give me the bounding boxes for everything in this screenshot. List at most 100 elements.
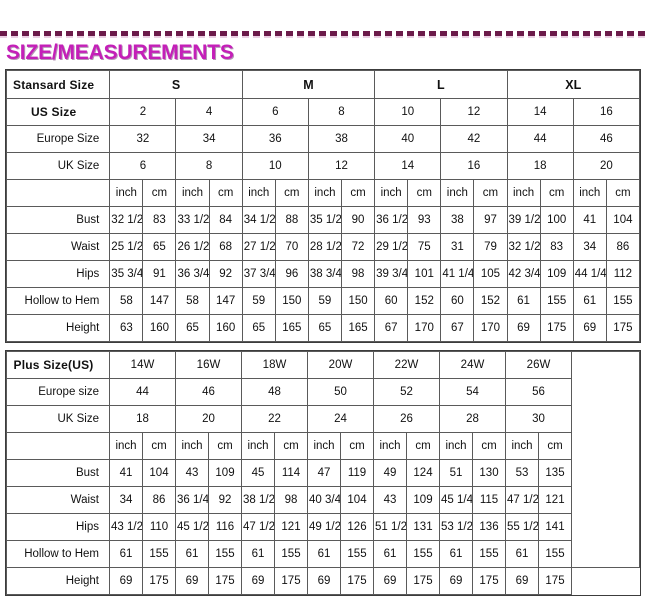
measurement-label: Hips bbox=[6, 513, 110, 541]
measurement-value: 121 bbox=[538, 486, 572, 514]
measurement-value: 175 bbox=[472, 567, 506, 595]
measurement-value: 37 3/4 bbox=[241, 260, 276, 288]
unit-label: inch bbox=[307, 432, 341, 460]
size-value: 50 bbox=[307, 378, 374, 406]
plus-size-value: 20W bbox=[307, 351, 374, 379]
table-row: Height 69 175 69 175 69 175 69 175 69 175 69 175 69 17… bbox=[6, 567, 640, 595]
plus-size-table-wrapper: Plus Size(US) 14W 16W 18W 20W 22W 24W 26W Europe… bbox=[5, 350, 641, 596]
size-value: 42 bbox=[440, 125, 508, 153]
measurement-value: 34 bbox=[109, 486, 143, 514]
measurement-value: 60 bbox=[374, 287, 409, 315]
row-label: Europe Size bbox=[5, 125, 111, 153]
unit-label: cm bbox=[406, 432, 440, 460]
measurement-value: 79 bbox=[473, 233, 508, 261]
measurement-value: 61 bbox=[175, 540, 209, 568]
size-value: 56 bbox=[505, 378, 572, 406]
measurement-value: 32 1/2 bbox=[109, 206, 144, 234]
measurement-value: 60 bbox=[440, 287, 475, 315]
table-row: Plus Size(US) 14W 16W 18W 20W 22W 24W 26W bbox=[6, 351, 640, 568]
size-value: 10 bbox=[241, 152, 309, 180]
size-value: 40 bbox=[374, 125, 442, 153]
unit-label: inch bbox=[175, 432, 209, 460]
size-value: 22 bbox=[241, 405, 308, 433]
measurement-value: 61 bbox=[109, 540, 143, 568]
size-group-m: M bbox=[241, 70, 376, 99]
measurement-value: 27 1/2 bbox=[241, 233, 276, 261]
size-value: 44 bbox=[506, 125, 574, 153]
measurement-value: 104 bbox=[142, 459, 176, 487]
size-group-s: S bbox=[109, 70, 243, 99]
measurement-value: 65 bbox=[241, 314, 276, 342]
plus-size-value: 22W bbox=[373, 351, 440, 379]
measurement-value: 104 bbox=[605, 206, 641, 234]
measurement-value: 65 bbox=[142, 233, 177, 261]
measurement-value: 92 bbox=[208, 260, 243, 288]
table-row: US Size 2 4 6 8 10 12 14 16 bbox=[5, 98, 641, 126]
measurement-value: 160 bbox=[142, 314, 177, 342]
measurement-value: 135 bbox=[538, 459, 572, 487]
measurement-value: 65 bbox=[307, 314, 342, 342]
measurement-value: 131 bbox=[406, 513, 440, 541]
measurement-value: 61 bbox=[506, 287, 541, 315]
plus-size-table: Plus Size(US) 14W 16W 18W 20W 22W 24W 26W Europe… bbox=[5, 350, 641, 596]
measurement-value: 175 bbox=[538, 567, 572, 595]
size-value: 14 bbox=[506, 98, 574, 126]
measurement-value: 34 bbox=[572, 233, 607, 261]
measurement-value: 91 bbox=[142, 260, 177, 288]
size-value: 24 bbox=[307, 405, 374, 433]
standard-size-table-wrapper: Stansard Size S M L XL US Size 2 4 6 8 10 12 14 16 Eur… bbox=[5, 69, 641, 343]
measurement-value: 147 bbox=[142, 287, 177, 315]
measurement-value: 26 1/2 bbox=[175, 233, 210, 261]
row-label: UK Size bbox=[6, 405, 110, 433]
measurement-value: 105 bbox=[473, 260, 508, 288]
plus-size-header-label: Plus Size(US) bbox=[6, 351, 110, 379]
size-value: 4 bbox=[175, 98, 243, 126]
measurement-value: 165 bbox=[340, 314, 376, 342]
measurement-label: Waist bbox=[5, 233, 111, 261]
measurement-value: 58 bbox=[175, 287, 210, 315]
measurement-value: 114 bbox=[274, 459, 308, 487]
measurement-value: 155 bbox=[539, 287, 574, 315]
unit-label: inch bbox=[307, 179, 342, 207]
measurement-value: 69 bbox=[175, 567, 209, 595]
measurement-value: 88 bbox=[274, 206, 309, 234]
table-row: inch cm inch cm inch cm inch cm inch cm inch cm inch… bbox=[5, 179, 641, 207]
unit-label: cm bbox=[538, 432, 572, 460]
measurement-value: 165 bbox=[274, 314, 309, 342]
measurement-value: 36 3/4 bbox=[175, 260, 210, 288]
measurement-value: 63 bbox=[109, 314, 144, 342]
measurement-value: 59 bbox=[241, 287, 276, 315]
plus-size-value: 24W bbox=[439, 351, 506, 379]
measurement-value: 150 bbox=[274, 287, 309, 315]
size-value: 36 bbox=[241, 125, 309, 153]
measurement-value: 34 1/2 bbox=[241, 206, 276, 234]
measurement-value: 61 bbox=[373, 540, 407, 568]
measurement-value: 110 bbox=[142, 513, 176, 541]
unit-label: cm bbox=[340, 432, 374, 460]
measurement-value: 155 bbox=[274, 540, 308, 568]
unit-label: inch bbox=[505, 432, 539, 460]
size-value: 38 bbox=[307, 125, 376, 153]
measurement-value: 141 bbox=[538, 513, 572, 541]
measurement-value: 86 bbox=[605, 233, 641, 261]
unit-label: inch bbox=[440, 179, 475, 207]
unit-label: inch bbox=[374, 179, 409, 207]
size-value: 16 bbox=[440, 152, 508, 180]
size-value: 20 bbox=[572, 152, 641, 180]
measurement-value: 175 bbox=[539, 314, 574, 342]
row-label: Europe size bbox=[6, 378, 110, 406]
measurement-value: 69 bbox=[572, 314, 607, 342]
size-value: 8 bbox=[307, 98, 376, 126]
measurement-value: 100 bbox=[539, 206, 574, 234]
measurement-value: 32 1/2 bbox=[506, 233, 541, 261]
measurement-value: 41 bbox=[109, 459, 143, 487]
measurement-value: 61 bbox=[241, 540, 275, 568]
measurement-label: Hips bbox=[5, 260, 111, 288]
size-value: 48 bbox=[241, 378, 308, 406]
measurement-value: 51 bbox=[439, 459, 473, 487]
measurement-value: 67 bbox=[374, 314, 409, 342]
size-value: 46 bbox=[175, 378, 242, 406]
unit-label: cm bbox=[142, 179, 177, 207]
plus-size-value: 18W bbox=[241, 351, 308, 379]
unit-label: inch bbox=[373, 432, 407, 460]
